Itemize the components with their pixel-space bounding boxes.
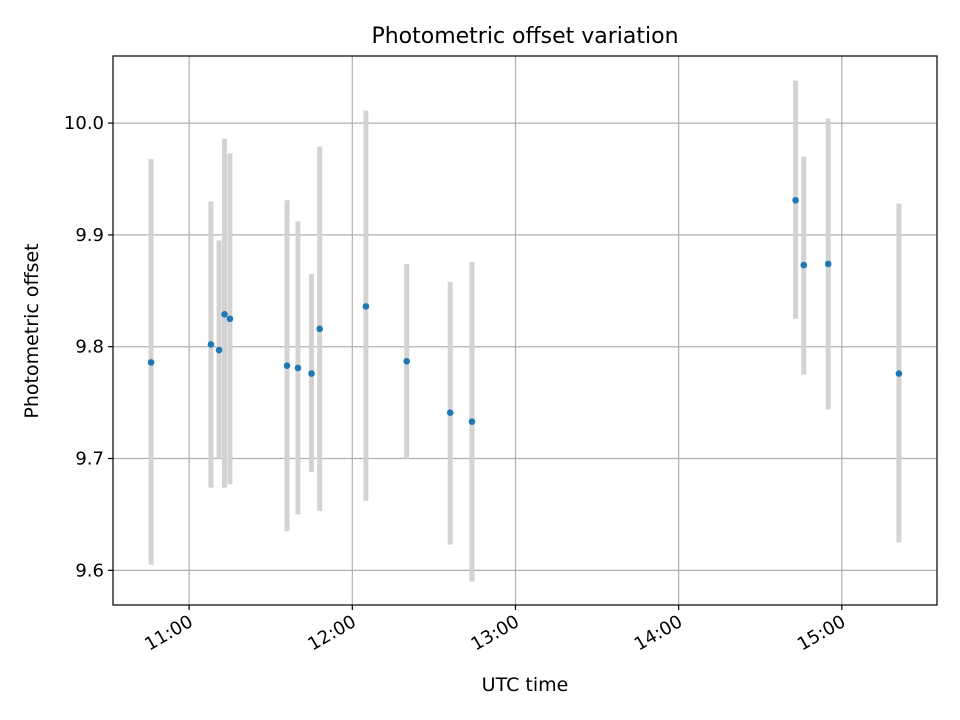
data-point-9 [362,303,370,310]
data-point-14 [800,261,808,269]
x-axis-label: UTC time [482,674,569,696]
data-point-5 [283,362,291,370]
y-tick-label-2: 9.8 [75,337,104,358]
data-point-10 [403,357,411,365]
chart-title: Photometric offset variation [371,24,678,49]
data-point-1 [207,341,215,348]
y-tick-label-4: 10.0 [64,113,104,134]
y-tick-label-0: 9.6 [75,560,104,581]
data-point-0 [147,359,155,366]
data-point-16 [895,370,903,377]
data-point-7 [308,370,315,377]
y-axis-label: Photometric offset [21,243,43,418]
plot-frame [112,55,938,606]
data-point-13 [792,196,799,204]
data-point-15 [824,260,832,268]
y-tick-label-3: 9.9 [75,225,104,246]
data-point-8 [316,325,323,333]
y-tick-label-1: 9.7 [75,449,104,470]
data-point-2 [215,346,223,354]
data-point-3 [221,310,228,318]
data-points [147,196,903,425]
data-point-11 [446,409,454,416]
data-point-6 [294,364,302,372]
data-point-4 [226,315,234,323]
grid-lines [113,56,937,605]
data-point-12 [468,418,476,425]
